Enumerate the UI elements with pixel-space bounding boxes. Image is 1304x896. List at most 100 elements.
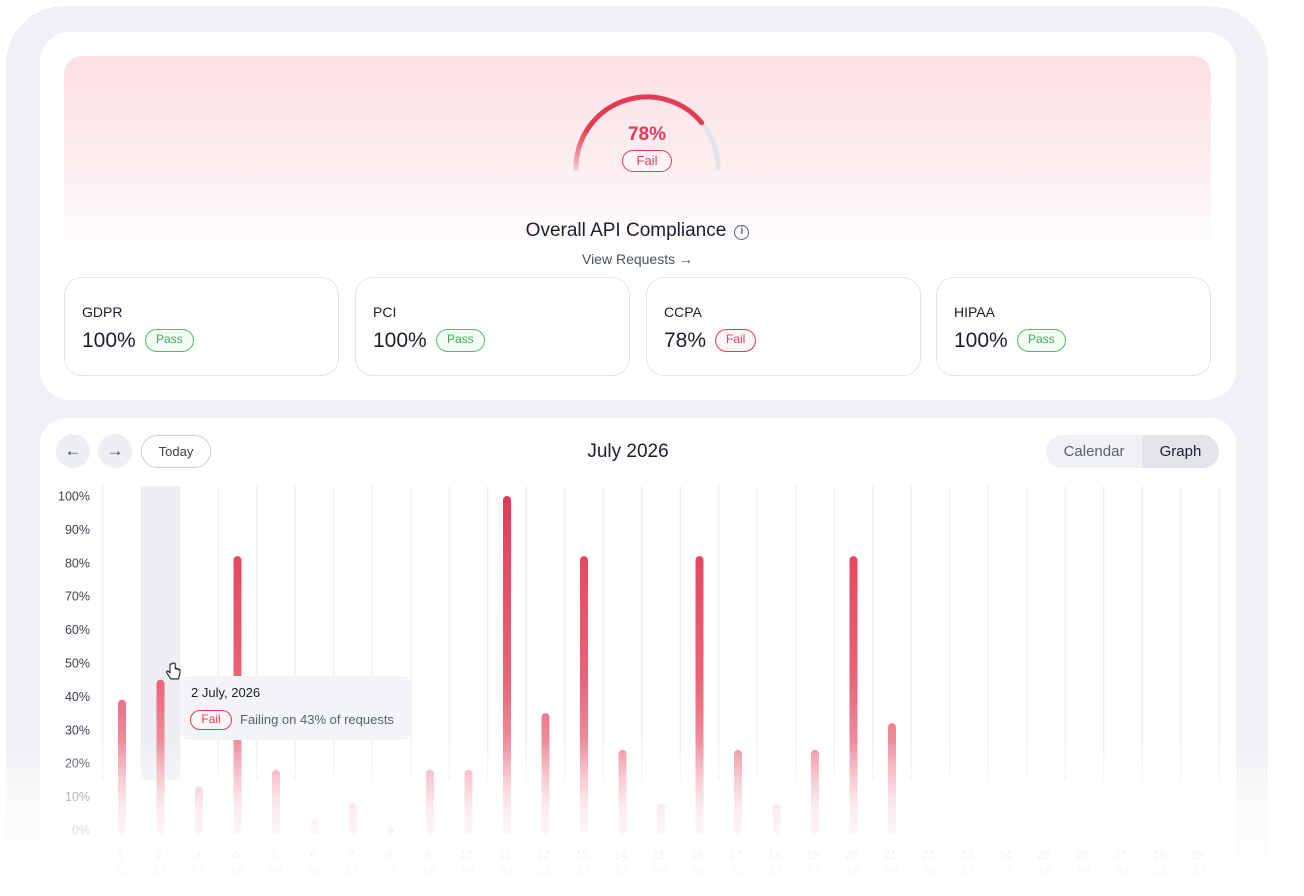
x-tick-month: Jul [998,863,1013,877]
x-tick-month: Jul [305,863,320,877]
previous-month-button[interactable]: ← [56,434,90,468]
arrow-left-icon: ← [64,441,82,460]
bar-day-19 [811,749,819,834]
x-tick-month: Jul [767,863,782,877]
bar-day-8 [387,826,396,834]
y-tick-label: 10% [65,790,90,804]
y-tick-label: 0% [72,824,90,838]
x-tick-month: Jul [805,863,820,877]
x-tick-day: 21 [883,848,897,862]
graph-view-option[interactable]: Graph [1142,435,1219,468]
standard-card-ccpa[interactable]: CCPA 78% Fail [646,277,921,376]
bar-day-18 [772,803,781,834]
y-tick-label: 90% [65,523,90,537]
x-tick-day: 20 [845,848,859,862]
x-tick-month: Jul [343,863,358,877]
tooltip-date: 2 July, 2026 [191,685,261,700]
x-tick-day: 7 [348,848,355,862]
calendar-view-option[interactable]: Calendar [1063,443,1125,460]
x-tick-day: 22 [922,848,936,862]
view-toggle: Calendar Graph [1046,435,1219,468]
x-tick-day: 15 [652,848,666,862]
standard-name: CCPA [664,304,702,320]
x-tick-day: 24 [999,848,1013,862]
x-tick-month: Jul [574,863,589,877]
gauge-fill [573,94,705,171]
x-tick-day: 12 [537,848,551,862]
bar-day-13 [580,556,588,834]
overall-title-text: Overall API Compliance [525,220,727,241]
bar-day-14 [618,749,627,834]
x-tick-month: Jul [1036,863,1051,877]
x-tick-day: 6 [309,848,316,862]
standard-card-gdpr[interactable]: GDPR 100% Pass [64,277,339,376]
x-tick-month: Jul [844,863,859,877]
bar-day-12 [541,713,550,834]
x-tick-day: 25 [1037,848,1051,862]
today-button[interactable]: Today [141,435,211,468]
x-tick-day: 29 [1191,848,1205,862]
bar-day-6 [310,819,319,834]
x-tick-day: 17 [729,848,743,862]
bar-day-2 [156,679,165,834]
x-tick-month: Jul [1075,863,1090,877]
x-tick-day: 4 [232,848,239,862]
x-tick-day: 1 [117,848,124,862]
standard-card-pci[interactable]: PCI 100% Pass [355,277,630,376]
standard-value: 100% [373,329,427,352]
compliance-bar-chart: 100%90%80%70%60%50%40%30%20%10%0%1Jul2Ju… [58,486,1220,877]
x-tick-day: 27 [1114,848,1128,862]
y-tick-label: 100% [58,490,90,504]
bar-day-16 [695,556,704,834]
x-tick-month: Jul [112,863,127,877]
x-tick-month: Jul [189,863,204,877]
y-tick-label: 60% [65,623,90,637]
status-badge: Pass [145,329,194,352]
standard-value: 78% [664,329,707,352]
overall-title: Overall API Compliance i [64,220,1211,242]
x-tick-day: 2 [155,848,162,862]
x-tick-month: Jul [459,863,474,877]
bar-day-3 [195,786,203,834]
x-tick-day: 10 [460,848,474,862]
y-tick-label: 40% [65,690,90,704]
arrow-right-icon: → [106,441,124,460]
x-tick-month: Jul [613,863,628,877]
y-tick-label: 70% [65,590,90,604]
bar-day-5 [272,769,280,834]
x-tick-day: 14 [614,848,628,862]
x-tick-day: 26 [1076,848,1090,862]
x-tick-month: Jul [1113,863,1128,877]
x-tick-month: Jul [228,863,243,877]
view-requests-link[interactable]: View Requests → [581,251,693,267]
status-badge: Fail [715,329,757,352]
x-tick-month: Jul [266,863,281,877]
bar-tooltip: 2 July, 2026 Fail Failing on 43% of requ… [180,676,412,740]
standard-name: GDPR [82,304,123,320]
tooltip-text: Failing on 43% of requests [240,712,394,727]
gauge-arc [573,94,721,171]
y-tick-label: 80% [65,556,90,570]
standard-card-hipaa[interactable]: HIPAA 100% Pass [936,277,1211,376]
next-month-button[interactable]: → [98,434,132,468]
bar-day-15 [657,803,665,834]
x-tick-month: Jul [382,863,397,877]
bar-day-11 [503,496,511,834]
x-tick-month: Jul [151,863,166,877]
bar-day-10 [464,769,473,834]
x-tick-month: Jul [536,863,551,877]
x-tick-day: 3 [194,848,201,862]
bar-day-7 [349,803,357,834]
info-icon[interactable]: i [734,225,750,240]
x-tick-day: 16 [691,848,705,862]
compliance-gauge: 78% Fail [572,94,742,204]
overall-status-badge: Fail [622,150,672,172]
status-badge: Pass [436,329,485,352]
y-tick-label: 30% [65,723,90,737]
x-tick-month: Jul [1152,863,1167,877]
x-tick-day: 23 [960,848,974,862]
x-tick-day: 28 [1153,848,1167,862]
x-tick-month: Jul [921,863,936,877]
x-tick-month: Jul [690,863,705,877]
x-tick-day: 19 [806,848,820,862]
